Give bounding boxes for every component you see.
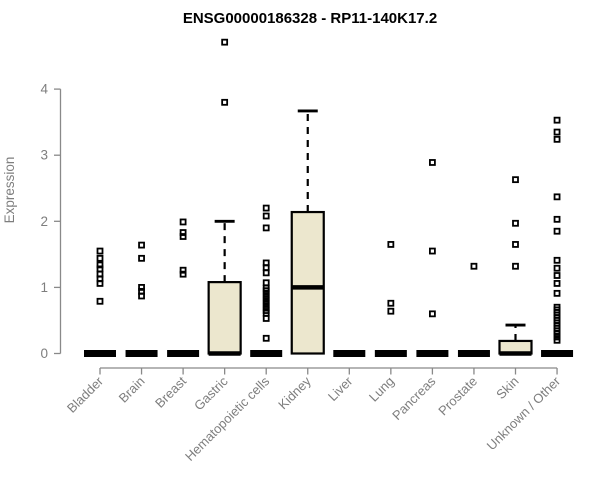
y-tick-label: 0 xyxy=(40,346,48,361)
outlier-point xyxy=(138,283,145,291)
outlier-point xyxy=(553,280,561,287)
outlier-point xyxy=(96,297,104,305)
box xyxy=(207,281,242,355)
x-tick-label: Breast xyxy=(152,373,189,410)
outlier-point xyxy=(262,279,270,287)
y-tick-label: 3 xyxy=(40,148,48,163)
zero-box xyxy=(374,350,407,357)
x-tick-label: Unknown / Other xyxy=(484,373,564,453)
zero-box xyxy=(541,350,574,357)
zero-box xyxy=(167,350,200,357)
outlier-point xyxy=(553,289,561,297)
outlier-point xyxy=(387,299,395,307)
outlier-point xyxy=(262,204,270,212)
outlier-point xyxy=(138,292,145,300)
outlier-point xyxy=(512,262,519,270)
outlier-point xyxy=(179,229,187,236)
zero-box xyxy=(457,350,490,357)
outlier-point xyxy=(262,212,270,220)
x-tick-label: Lung xyxy=(366,374,397,405)
x-tick-label: Brain xyxy=(116,374,148,406)
outlier-point xyxy=(553,215,561,223)
outlier-point xyxy=(553,193,561,201)
outlier-point xyxy=(179,270,187,278)
y-axis-label: Expression xyxy=(2,157,17,224)
outlier-point xyxy=(179,233,187,240)
outlier-point xyxy=(428,310,436,318)
x-tick-label: Prostate xyxy=(435,374,480,419)
outlier-point xyxy=(96,254,104,262)
outlier-point xyxy=(470,262,478,270)
outlier-point xyxy=(262,315,270,322)
chart-title: ENSG00000186328 - RP11-140K17.2 xyxy=(183,10,437,27)
outlier-point xyxy=(138,241,145,249)
outlier-point xyxy=(262,264,270,271)
zero-box xyxy=(416,350,449,357)
y-tick-label: 2 xyxy=(40,214,48,229)
outlier-point xyxy=(553,272,561,279)
outlier-point xyxy=(221,38,229,46)
outlier-point xyxy=(96,265,104,273)
x-tick-label: Liver xyxy=(325,373,356,404)
outlier-point xyxy=(428,247,436,255)
outlier-point xyxy=(262,269,270,277)
outlier-point xyxy=(138,254,145,262)
x-tick-label: Gastric xyxy=(191,373,231,413)
outlier-point xyxy=(387,241,395,248)
box xyxy=(290,210,325,355)
outlier-point xyxy=(553,336,561,344)
x-tick-label: Pancreas xyxy=(389,373,439,423)
zero-box xyxy=(84,350,116,357)
outlier-point xyxy=(221,98,229,106)
x-tick-label: Bladder xyxy=(64,373,107,416)
x-tick-label: Skin xyxy=(493,374,521,402)
outlier-point xyxy=(262,334,270,342)
outlier-point xyxy=(96,247,104,255)
outlier-point xyxy=(428,159,436,166)
outlier-point xyxy=(179,266,187,274)
outlier-point xyxy=(512,219,519,227)
outlier-point xyxy=(553,116,561,124)
y-tick-label: 1 xyxy=(40,280,48,295)
outlier-point xyxy=(96,280,104,287)
zero-box xyxy=(333,350,366,357)
outlier-point xyxy=(553,135,561,143)
outlier-point xyxy=(553,256,561,264)
outlier-point xyxy=(553,227,561,235)
outlier-point xyxy=(387,307,395,315)
outlier-point xyxy=(553,264,561,272)
outlier-point xyxy=(179,218,187,226)
x-tick-label: Kidney xyxy=(275,373,314,412)
outlier-point xyxy=(96,261,104,269)
outlier-point xyxy=(512,176,519,184)
outlier-point xyxy=(512,241,519,248)
zero-box xyxy=(250,350,283,357)
y-tick-label: 4 xyxy=(40,82,48,97)
outlier-point xyxy=(262,224,270,232)
zero-box xyxy=(125,350,158,357)
outlier-point xyxy=(553,128,561,136)
